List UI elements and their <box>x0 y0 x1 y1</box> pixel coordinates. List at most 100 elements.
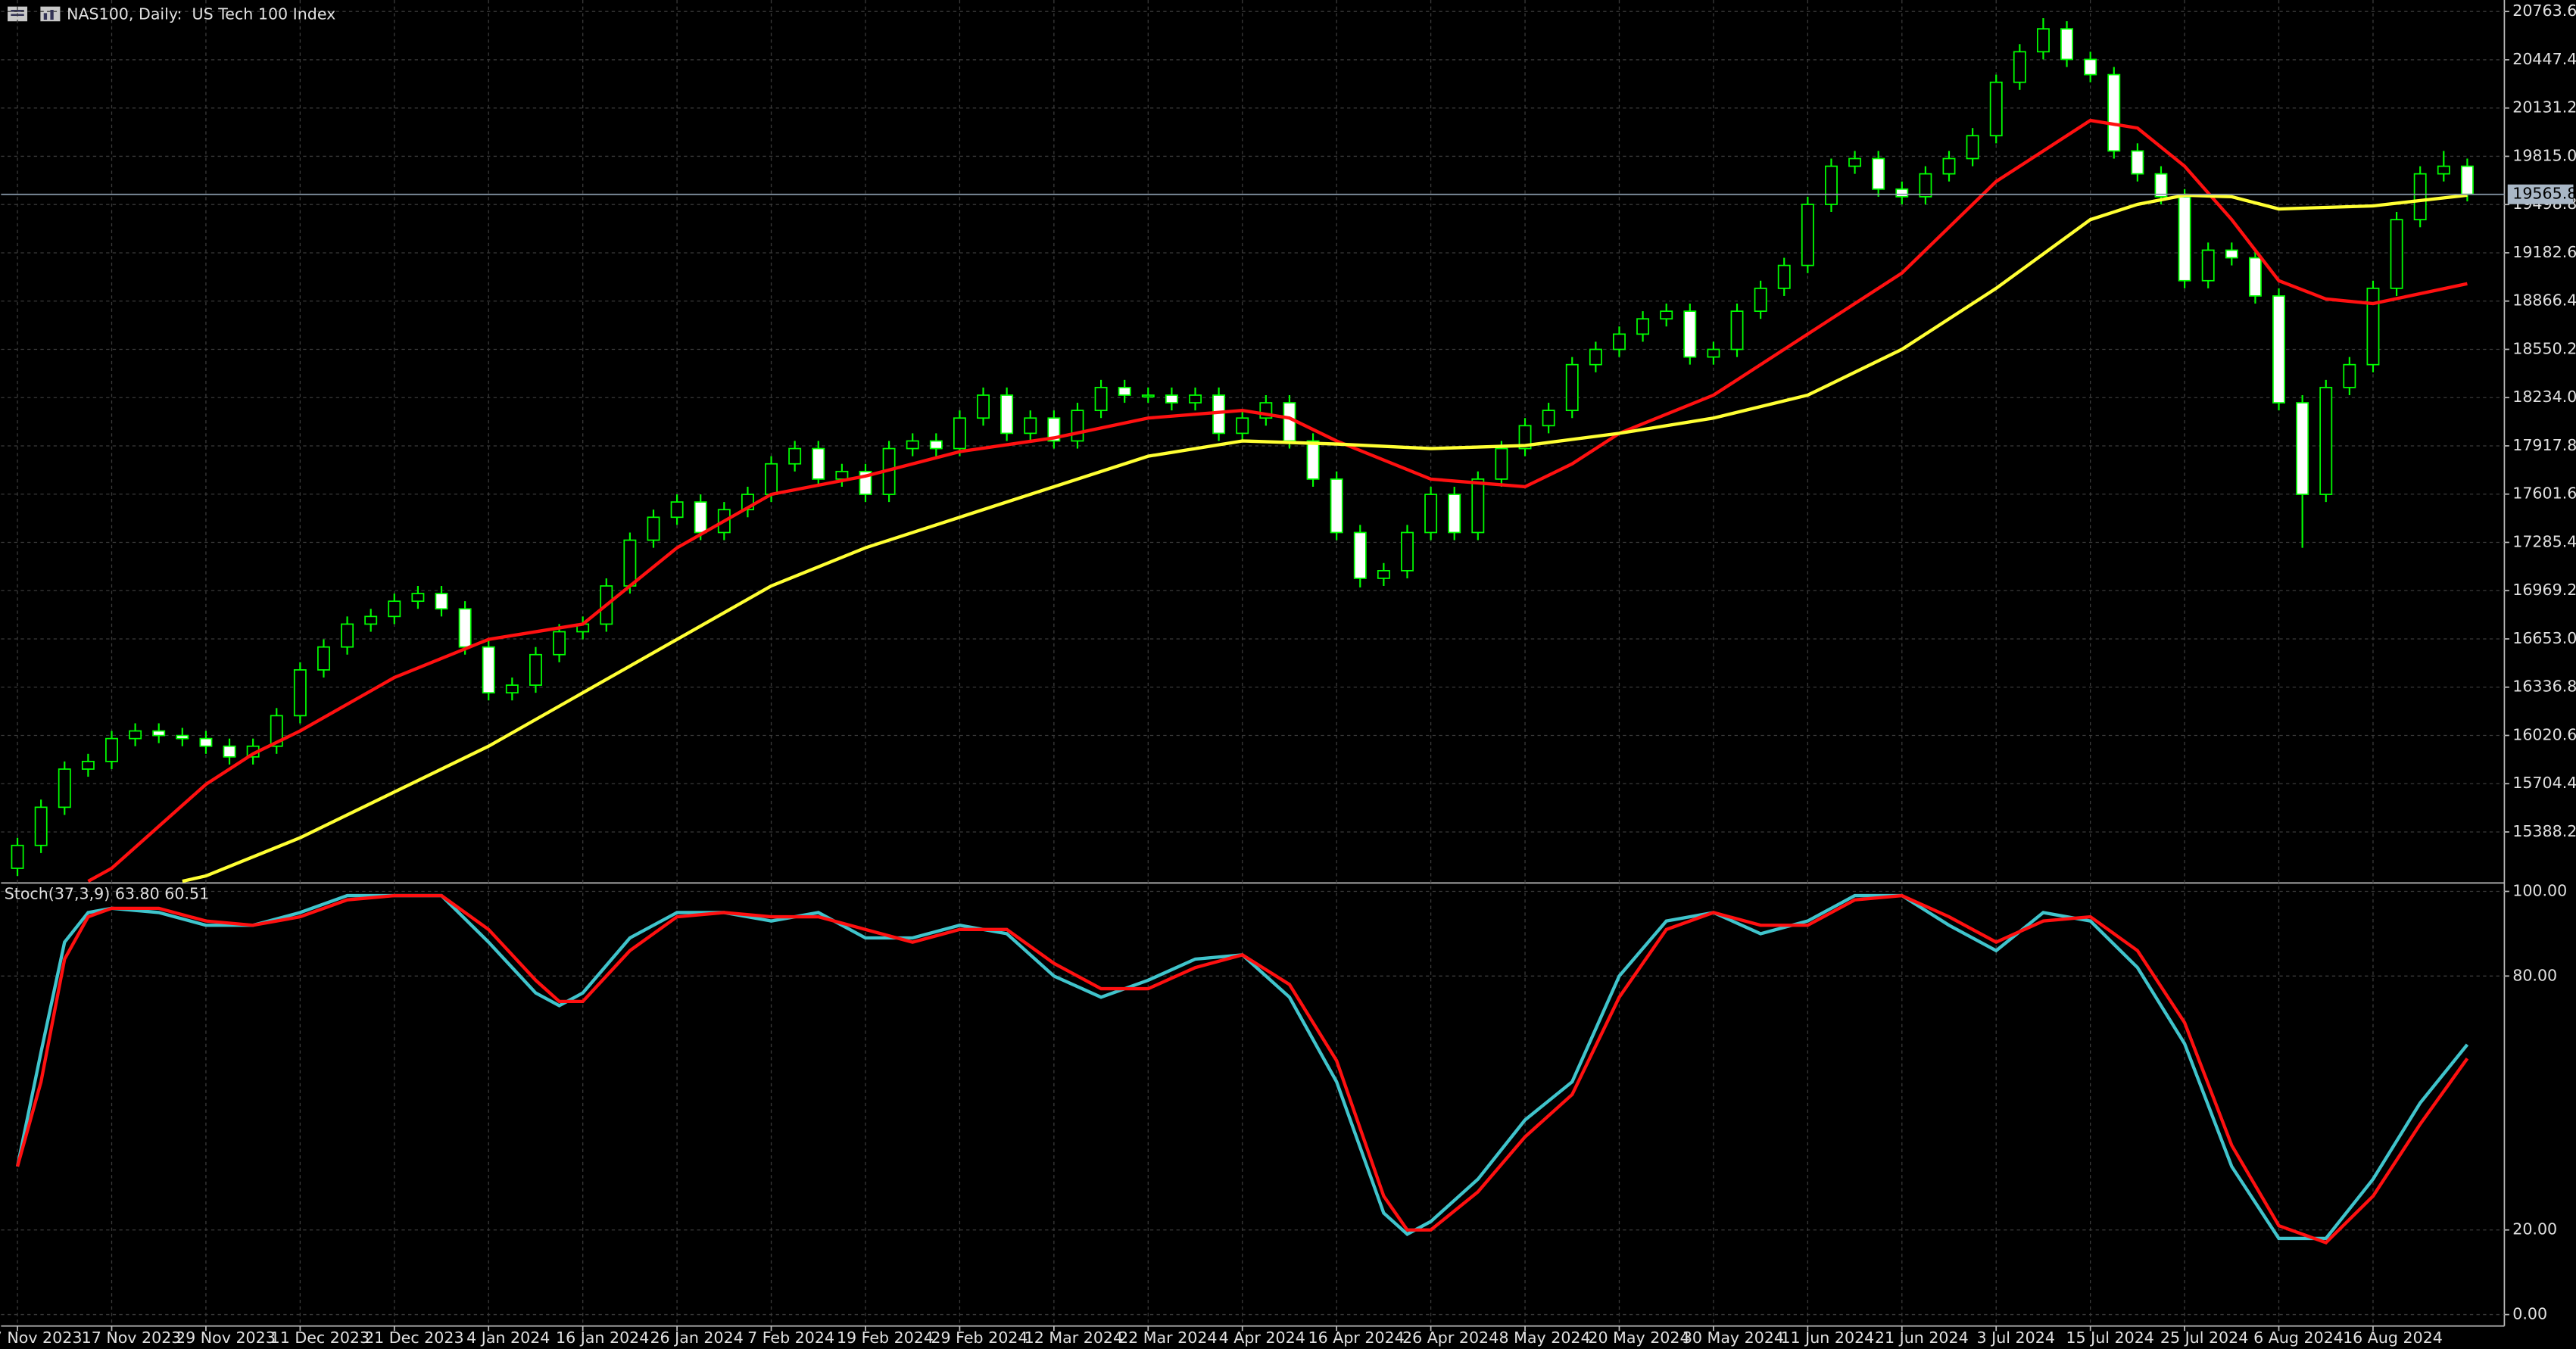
x-tick-label: 6 Aug 2024 <box>2253 1329 2344 1347</box>
candle-body <box>1471 478 1485 534</box>
candle-body <box>1919 173 1932 198</box>
candle-body <box>2319 387 2333 495</box>
x-tick-label: 19 Feb 2024 <box>837 1329 934 1347</box>
x-tick-label: 16 Jan 2024 <box>556 1329 649 1347</box>
x-tick-label: 4 Apr 2024 <box>1219 1329 1305 1347</box>
candle-body <box>1801 204 1814 266</box>
candle-body <box>270 715 283 747</box>
current-price-label: 19565.8 <box>2512 185 2576 203</box>
indicator-line <box>87 118 2468 883</box>
x-tick-label: 12 Mar 2024 <box>1024 1329 1123 1347</box>
candle-body <box>105 737 118 762</box>
candle-body <box>835 470 849 480</box>
candle-body <box>929 440 943 450</box>
candle-body <box>1872 157 1885 190</box>
candle-body <box>2296 402 2309 495</box>
x-tick-label: 11 Dec 2023 <box>270 1329 370 1347</box>
candle-body <box>2107 73 2121 152</box>
chart-icon-bar <box>50 10 54 20</box>
candle-body <box>81 761 95 770</box>
candle-body <box>1024 417 1037 435</box>
y-tick-label: 16653.0 <box>2512 629 2576 647</box>
candle-body <box>2201 249 2215 282</box>
candle-body <box>435 593 448 610</box>
candle-body <box>2390 219 2403 289</box>
candle-body <box>2460 165 2474 195</box>
candle-body <box>1989 81 2003 137</box>
chart-icon-bar <box>43 13 48 20</box>
chart-title: NAS100, Daily: US Tech 100 Index <box>67 5 335 23</box>
y-tick-label: 16336.8 <box>2512 678 2576 696</box>
indicator-title: Stoch(37,3,9) 63.80 60.51 <box>5 884 210 902</box>
candle-body <box>129 730 142 740</box>
y-tick-label: 20763.6 <box>2512 2 2576 20</box>
candle-body <box>2413 173 2427 220</box>
x-tick-label: 16 Apr 2024 <box>1308 1329 1405 1347</box>
x-tick-label: 7 Feb 2024 <box>747 1329 834 1347</box>
candle-body <box>1542 410 1555 427</box>
y-tick-label: 20447.4 <box>2512 50 2576 68</box>
x-tick-label: 30 May 2024 <box>1683 1329 1784 1347</box>
candle-body <box>1495 447 1508 480</box>
candle-body <box>1424 494 1438 534</box>
candle-body <box>788 447 802 465</box>
candle-body <box>1330 478 1343 534</box>
grid <box>1 0 2505 1326</box>
candle-body <box>765 463 778 495</box>
candle-body <box>623 539 637 587</box>
x-tick-label: 17 Nov 2023 <box>82 1329 182 1347</box>
candle-body <box>341 623 354 648</box>
x-tick-label: 20 May 2024 <box>1588 1329 1689 1347</box>
candle-body <box>694 501 707 534</box>
candle-body <box>1448 494 1461 534</box>
candle-body <box>1589 348 1602 366</box>
candle-body <box>553 631 566 656</box>
candle-body <box>1141 394 1155 398</box>
y-tick-label: 0.00 <box>2512 1305 2547 1323</box>
y-tick-label: 19815.0 <box>2512 146 2576 164</box>
candle-body <box>505 684 519 694</box>
candle-body <box>1848 157 1862 167</box>
candle-body <box>1518 425 1532 450</box>
candle-body <box>1895 188 1909 198</box>
x-tick-label: 25 Jul 2024 <box>2160 1329 2248 1347</box>
candle-body <box>1777 264 1791 289</box>
candle-body <box>199 737 213 747</box>
x-tick-label: 15 Jul 2024 <box>2066 1329 2153 1347</box>
indicator-line <box>182 193 2468 883</box>
y-tick-label: 17917.8 <box>2512 436 2576 454</box>
candle-body <box>1047 417 1061 442</box>
candle-body <box>58 768 71 808</box>
candle-body <box>1730 310 1744 350</box>
candle-body <box>1966 135 1979 160</box>
y-tick-label: 17601.6 <box>2512 484 2576 503</box>
x-tick-label: 4 Jan 2024 <box>466 1329 550 1347</box>
candle-body <box>1825 165 1838 205</box>
candle-body <box>2366 287 2380 366</box>
candle-body <box>2225 249 2238 259</box>
candle-body <box>152 730 166 737</box>
x-tick-label: 26 Apr 2024 <box>1402 1329 1499 1347</box>
y-tick-label: 16020.6 <box>2512 725 2576 743</box>
candle-body <box>1401 531 1414 572</box>
x-tick-label: 21 Jun 2024 <box>1875 1329 1969 1347</box>
x-tick-label: 26 Jan 2024 <box>650 1329 743 1347</box>
x-tick-label: 16 Aug 2024 <box>2343 1329 2443 1347</box>
candle-body <box>647 516 660 541</box>
candle-body <box>2084 58 2097 76</box>
candle-body <box>1636 318 1650 335</box>
candle-body <box>1942 157 1956 175</box>
y-tick-label: 18234.0 <box>2512 388 2576 406</box>
candle-body <box>1283 402 1296 442</box>
candle-body <box>458 608 472 648</box>
x-tick-label: 3 Jul 2024 <box>1977 1329 2055 1347</box>
candle-body <box>388 600 401 618</box>
candle-body <box>1565 363 1579 412</box>
candle-body <box>1377 569 1390 579</box>
x-tick-label: 22 Mar 2024 <box>1118 1329 1217 1347</box>
candle-body <box>1754 287 1767 312</box>
candle-body <box>1094 387 1108 412</box>
